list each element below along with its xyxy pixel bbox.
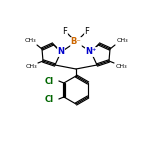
Text: N: N xyxy=(57,47,64,57)
Text: CH₃: CH₃ xyxy=(25,64,37,69)
Text: N⁺: N⁺ xyxy=(85,47,97,57)
Text: Cl: Cl xyxy=(44,95,54,104)
Text: F: F xyxy=(63,26,67,36)
Text: CH₃: CH₃ xyxy=(116,38,128,43)
Text: CH₃: CH₃ xyxy=(24,38,36,43)
Text: CH₃: CH₃ xyxy=(115,64,127,69)
Text: B⁻: B⁻ xyxy=(71,38,81,47)
Text: Cl: Cl xyxy=(44,76,54,85)
Text: F: F xyxy=(85,26,89,36)
